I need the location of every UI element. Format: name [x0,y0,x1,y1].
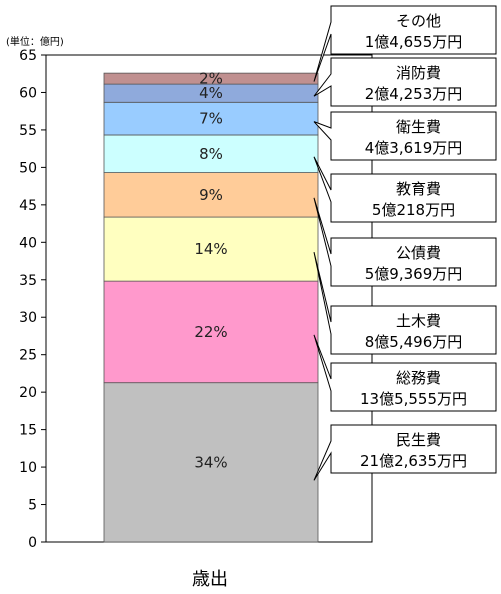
callout-box [313,5,497,82]
y-tick-label: 45 [19,198,37,214]
bar-segment-3 [103,216,319,282]
unit-label: (単位：億円) [6,35,64,48]
y-tick-label: 35 [19,273,37,289]
y-tick-label: 5 [28,498,37,514]
y-axis: 0 5 10 15 20 25 30 35 40 45 50 55 60 65 [19,48,373,551]
callout-name: 総務費 [396,369,441,387]
callout-name: 教育費 [396,180,441,198]
callout-box [313,197,497,287]
callout-amount: 5億9,369万円 [365,265,463,283]
y-tick-label: 0 [28,535,37,551]
callout-box [313,111,497,161]
callout-amount: 1億4,655万円 [365,33,463,51]
callout-box [313,156,497,223]
callout-box [313,57,497,107]
y-tick-label: 65 [19,48,37,64]
callout-box [313,334,497,412]
y-tick-label: 15 [19,423,37,439]
y-tick-label: 30 [19,310,37,326]
data-label-pct: 34% [194,453,227,471]
callouts: 民生費 21億2,635万円 総務費 13億5,555万円 土木費 8億5,496万円 公債… [313,5,497,481]
callout-name: 衛生費 [396,118,441,136]
callout-amount: 13億5,555万円 [360,390,467,408]
data-label-pct: 14% [194,240,227,258]
y-tick-label: 25 [19,348,37,364]
y-tick-label: 20 [19,385,37,401]
x-category-label: 歳出 [192,569,228,590]
data-label-pct: 22% [194,323,227,341]
bar-segment-4 [103,172,319,218]
callout-box [313,251,497,355]
callout-name: 公債費 [396,244,441,262]
data-label-pct: 9% [199,186,223,204]
y-tick-label: 40 [19,235,37,251]
y-tick-label: 50 [19,160,37,176]
callout-name: 土木費 [396,312,441,330]
y-tick-label: 60 [19,85,37,101]
bar-stack: 34% 22% 14% 9% 8% 7% 4%2% [103,70,319,543]
callout-amount: 5億218万円 [372,201,455,219]
bar-segment-6 [103,101,319,136]
callout-name: 民生費 [396,431,441,449]
data-label-pct: 7% [199,110,223,128]
y-tick-label: 55 [19,123,37,139]
callout-amount: 8億5,496万円 [365,333,463,351]
bar-segment-5 [103,134,319,173]
bar-segment-2 [103,280,319,384]
data-label-pct: 4% [199,84,223,102]
callout-name: その他 [396,12,441,30]
callout-box [313,424,497,481]
callout-amount: 4億3,619万円 [365,139,463,157]
callout-name: 消防費 [396,64,441,82]
data-label-pct: 2% [199,70,223,88]
bar-segment-1 [103,382,319,543]
callout-amount: 21億2,635万円 [360,452,467,470]
bar-segment-8 [103,72,319,85]
callout-amount: 2億4,253万円 [365,85,463,103]
y-tick-label: 10 [19,460,37,476]
data-label-pct: 8% [199,145,223,163]
